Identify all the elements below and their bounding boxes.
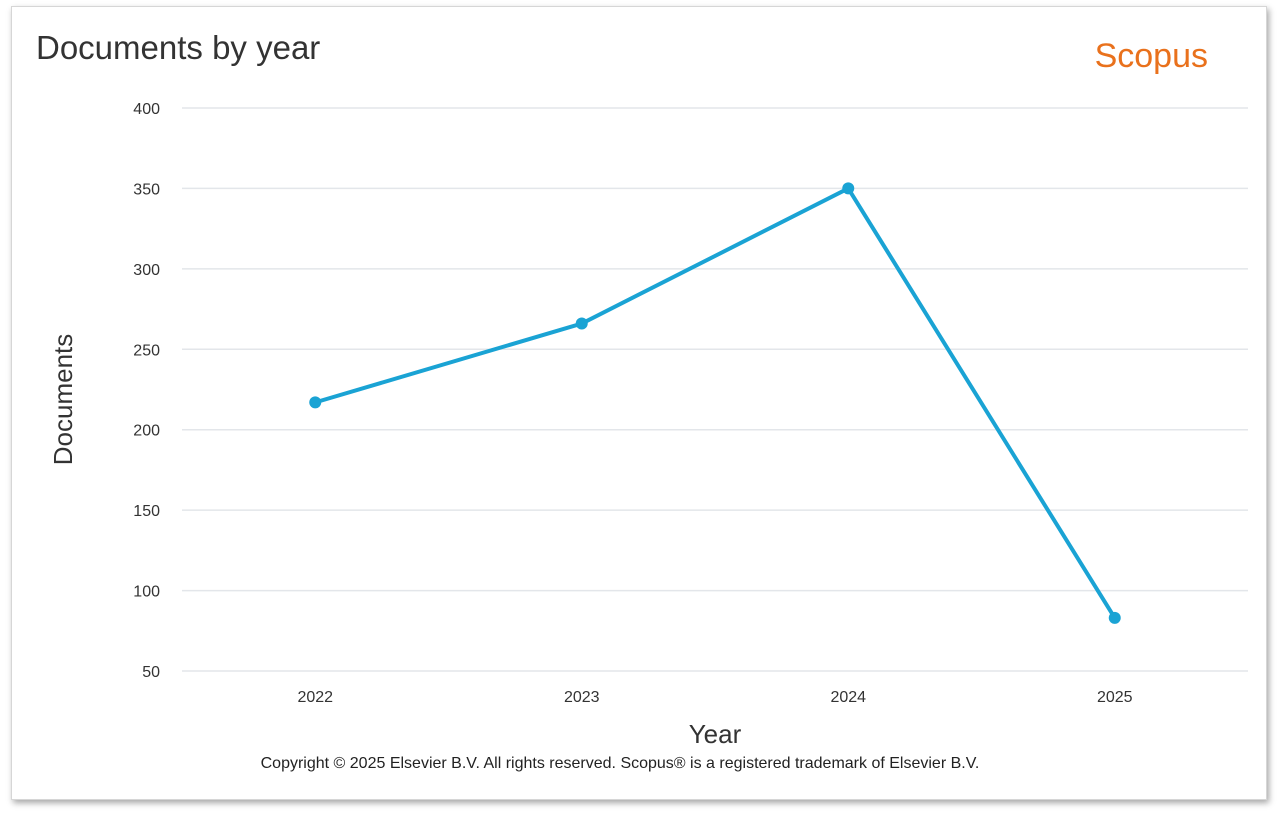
x-tick-label: 2024 <box>830 689 866 706</box>
grid-lines <box>182 107 1248 672</box>
y-tick-label: 50 <box>142 664 160 681</box>
scopus-logo: Scopus <box>1094 37 1208 75</box>
copyright-notice: Copyright © 2025 Elsevier B.V. All right… <box>260 755 980 772</box>
chart-title: Documents by year <box>36 29 321 66</box>
series-layer <box>309 182 1121 624</box>
line-chart: 50 100 150 200 250 300 350 400 2022 2023 2024 2025… <box>48 101 1248 747</box>
x-tick-label: 2025 <box>1097 689 1133 706</box>
x-axis-label: Year <box>689 719 742 747</box>
x-axis-ticks: 2022 2023 2024 2025 <box>297 689 1132 706</box>
data-point[interactable] <box>1108 611 1121 624</box>
y-tick-label: 250 <box>133 342 160 359</box>
y-axis-label: Documents <box>48 334 78 466</box>
data-point[interactable] <box>309 396 322 409</box>
y-tick-label: 150 <box>133 503 160 520</box>
y-axis-ticks: 50 100 150 200 250 300 350 400 <box>133 101 160 681</box>
x-tick-label: 2023 <box>564 689 600 706</box>
y-tick-label: 400 <box>133 101 160 118</box>
y-tick-label: 350 <box>133 181 160 198</box>
y-tick-label: 200 <box>133 423 160 440</box>
y-tick-label: 300 <box>133 262 160 279</box>
y-tick-label: 100 <box>133 584 160 601</box>
chart-card: Documents by year Scopus 50 100 150 200 250 3… <box>11 6 1267 800</box>
x-tick-label: 2022 <box>297 689 333 706</box>
data-point[interactable] <box>842 182 855 195</box>
data-point[interactable] <box>575 317 588 330</box>
series-line <box>314 186 1117 619</box>
